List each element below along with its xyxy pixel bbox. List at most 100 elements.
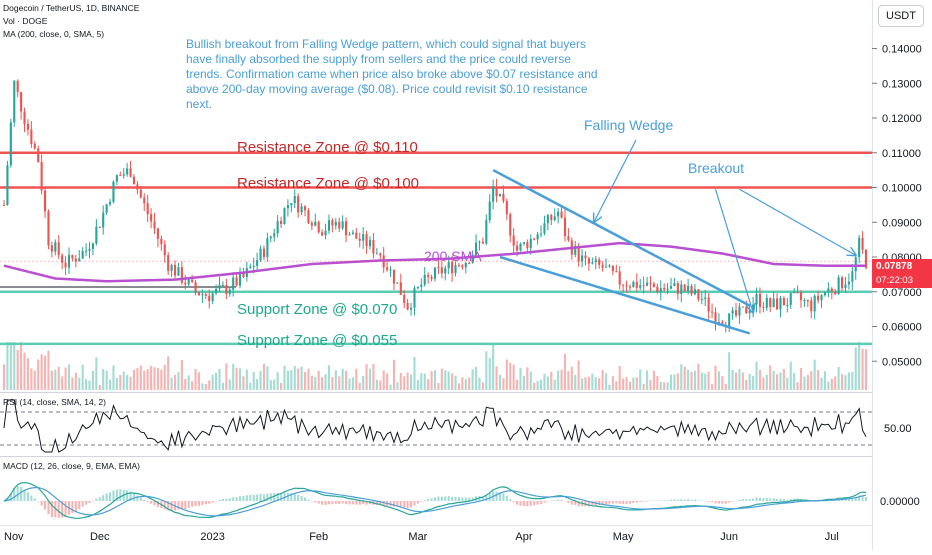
volume-bar [341,368,344,390]
price-tick-label: 0.05000 [882,356,922,368]
candle-body [451,262,454,274]
volume-bar [454,375,457,390]
volume-bar [126,375,129,390]
macd-hist-bar [143,499,146,501]
volume-bar [50,370,53,390]
candle-body [2,204,6,206]
macd-hist-bar [553,500,556,501]
candle-body [160,238,163,245]
time-axis[interactable]: Nov Dec 2023 Feb Mar Apr May Jun Jul [4,531,839,543]
candle-body [95,226,98,244]
macd-hist-bar [567,501,570,503]
macd-legend[interactable]: MACD (12, 26, close, 9, EMA, EMA) [3,461,140,471]
candle-body [649,282,652,284]
candle-body [286,205,289,209]
macd-hist-bar [693,499,697,501]
volume-bar [844,375,847,390]
candle-body [310,222,313,226]
macd-hist-bar [423,500,426,501]
volume-bar [526,367,529,390]
volume-bar [444,370,447,390]
ma-legend[interactable]: MA (200, close, 0, SMA, 5) [3,29,105,39]
rsi-legend[interactable]: RSI (14, close, SMA, 14, 2) [3,397,106,407]
volume-bar [249,382,252,390]
macd-hist-bar [102,495,105,501]
candle-body [338,221,341,229]
volume-bar [9,342,12,390]
volume-bar [108,379,112,390]
volume-bar [386,373,389,390]
candle-body [604,266,608,268]
macd-hist-bar [88,501,91,504]
candle-body [187,279,190,285]
candle-body [331,220,334,226]
candle-body [625,285,628,287]
volume-legend[interactable]: Vol · DOGE [3,16,48,26]
volume-bar [693,370,697,390]
volume-bar [611,376,614,390]
price-axis[interactable]: 0.14000 0.13000 0.12000 0.11000 0.10000 0.090… [872,44,922,369]
volume-bar [139,365,142,390]
volume-bar [714,365,717,390]
candle-body [43,190,47,212]
candle-body [519,243,522,251]
macd-hist-bar [40,501,43,506]
candle-body [33,144,36,149]
macd-hist-bar [235,497,238,501]
candle-body [57,242,60,256]
macd-hist-bar [793,498,796,501]
macd-hist-bar [420,501,423,503]
volume-bar [280,382,283,390]
candle-body [150,214,153,222]
falling-wedge-arrow [594,139,637,222]
candle-body [334,221,337,226]
macd-hist-bar [170,501,173,511]
candle-body [173,264,177,276]
macd-hist-bar [262,494,266,501]
macd-hist-bar [232,497,235,501]
candle-body [30,129,33,145]
macd-hist-bar [779,498,782,501]
macd-hist-bar [6,498,9,501]
volume-bar [577,360,580,390]
macd-hist-bar [358,501,361,505]
volume-bar [680,364,683,390]
candle-body [153,221,156,229]
macd-hist-bar [734,500,738,502]
candle-body [567,236,570,241]
macd-hist-bar [57,501,60,518]
macd-hist-bar [485,494,488,501]
candle-body [505,200,508,215]
volume-bar [375,379,378,390]
macd-hist-bar [259,493,262,501]
volume-bar [840,374,844,390]
macd-hist-bar [416,501,419,504]
candle-body [690,285,693,295]
volume-bar [132,369,136,390]
volume-bar [457,383,461,390]
symbol-legend[interactable]: Dogecoin / TetherUS, 1D, BINANCE [3,3,140,13]
time-tick-label: Feb [309,531,328,543]
macd-hist-bar [625,501,628,504]
volume-bar [403,376,406,390]
volume-bar [170,377,173,390]
candle-body [584,255,587,259]
candle-body [728,313,731,327]
volume-bar [601,369,604,390]
macd-hist-bar [197,501,201,506]
macd-hist-bar [847,499,850,501]
time-tick-label: Jun [720,531,738,543]
macd-hist-bar [495,491,498,501]
volume-bar [392,359,396,390]
currency-selector-button[interactable]: USDT [878,5,924,27]
macd-hist-bar [464,497,467,501]
volume-bar [639,369,642,390]
candle-body [23,111,26,124]
volume-bar [47,350,50,390]
macd-hist-bar [731,501,734,502]
candle-body [40,162,43,191]
volume-bar [173,374,177,390]
macd-hist-bar [752,498,755,501]
candle-body [232,277,235,290]
